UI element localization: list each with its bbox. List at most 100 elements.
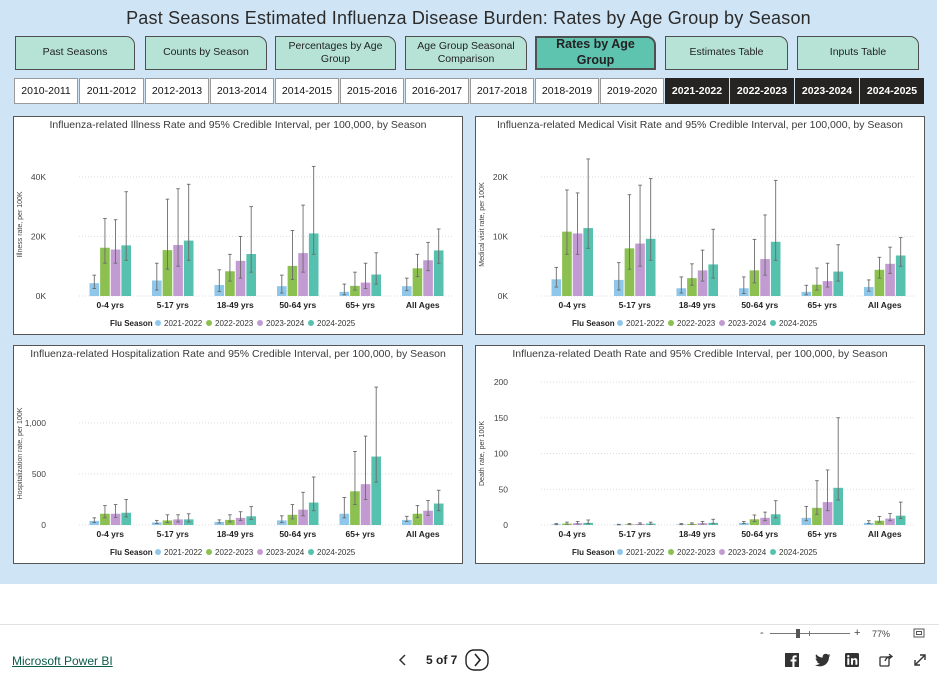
season-button-2015-2016[interactable]: 2015-2016 [340,78,404,104]
bar [583,228,593,296]
bar [645,238,656,296]
legend-label: 2023-2024 [266,548,305,557]
legend-title: Flu Season [110,319,153,328]
season-button-2024-2025[interactable]: 2024-2025 [860,78,924,104]
y-tick-label: 0K [36,291,47,301]
legend-marker [257,549,263,555]
chevron-left-icon[interactable] [398,654,408,666]
bar [214,521,225,525]
zoom-slider-track[interactable] [770,633,850,634]
zoom-out-button[interactable]: - [760,627,764,639]
zoom-slider-midmark [809,631,810,636]
legend-label: 2024-2025 [317,548,356,557]
x-tick-label: All Ages [868,529,902,539]
season-button-2012-2013[interactable]: 2012-2013 [145,78,209,104]
legend-label: 2023-2024 [728,548,767,557]
share-icon[interactable] [879,653,894,667]
facebook-icon[interactable] [785,653,799,667]
bar [110,249,121,296]
legend-marker [719,320,725,326]
legend-marker [206,549,212,555]
legend-marker [155,320,161,326]
bar [308,502,319,525]
bar [287,514,298,525]
season-button-2016-2017[interactable]: 2016-2017 [405,78,469,104]
death-rate-chart-panel: Influenza-related Death Rate and 95% Cre… [475,345,925,564]
season-button-2023-2024[interactable]: 2023-2024 [795,78,859,104]
season-button-2013-2014[interactable]: 2013-2014 [210,78,274,104]
bar [770,514,781,525]
twitter-icon[interactable] [815,653,831,667]
x-tick-label: 50-64 yrs [279,300,316,310]
bar [760,517,770,525]
bar [298,253,308,296]
season-button-2022-2023[interactable]: 2022-2023 [730,78,794,104]
hospitalization-rate-chart: Influenza-related Hospitalization Rate a… [17,348,454,557]
tab-age-group-seasonal-comparison[interactable]: Age Group Seasonal Comparison [405,36,527,70]
bar [822,281,833,296]
bar [635,243,645,296]
legend-marker [770,320,776,326]
season-button-2011-2012[interactable]: 2011-2012 [79,78,144,104]
bar [100,247,110,296]
tab-percentages-by-age-group[interactable]: Percentages by Age Group [275,36,396,70]
legend-label: 2024-2025 [779,548,818,557]
y-tick-label: 0 [41,520,46,530]
bar [225,271,235,296]
bar [697,270,708,296]
linkedin-icon[interactable] [845,653,859,667]
fit-page-icon[interactable] [913,628,925,638]
bar [371,274,381,296]
season-button-2018-2019[interactable]: 2018-2019 [535,78,599,104]
legend-label: 2021-2022 [164,319,203,328]
season-button-2017-2018[interactable]: 2017-2018 [470,78,534,104]
season-button-2014-2015[interactable]: 2014-2015 [275,78,339,104]
season-button-2019-2020[interactable]: 2019-2020 [600,78,664,104]
legend-label: 2022-2023 [215,548,254,557]
tab-inputs-table[interactable]: Inputs Table [797,36,919,70]
fullscreen-icon[interactable] [913,653,927,667]
x-tick-label: 18-49 yrs [217,529,254,539]
bar [339,513,350,525]
legend-label: 2022-2023 [677,319,716,328]
zoom-in-button[interactable]: + [854,627,861,639]
bar [110,513,121,525]
illness-rate-chart-panel: Influenza-related Illness Rate and 95% C… [13,116,463,335]
x-tick-label: 65+ yrs [807,529,837,539]
death-rate-chart: Influenza-related Death Rate and 95% Cre… [479,348,916,557]
bar [350,491,360,525]
powerbi-link[interactable]: Microsoft Power BI [12,654,113,668]
legend-label: 2021-2022 [626,319,665,328]
x-tick-label: 18-49 yrs [679,300,716,310]
tab-past-seasons[interactable]: Past Seasons [15,36,135,70]
y-tick-label: 40K [31,172,46,182]
tab-counts-by-season[interactable]: Counts by Season [145,36,267,70]
y-tick-label: 1,000 [25,418,47,428]
bar [833,271,843,296]
bar [770,241,781,296]
bar [895,255,906,296]
bar [287,265,298,296]
chevron-right-icon[interactable] [465,649,489,671]
y-axis-title: Hospitalization rate, per 100K [17,407,24,499]
bar [308,233,319,296]
tab-estimates-table[interactable]: Estimates Table [665,36,788,70]
tab-rates-by-age-group[interactable]: Rates by Age Group [535,36,656,70]
zoom-level-label: 77% [872,629,891,639]
bar [183,240,194,296]
legend-marker [617,320,623,326]
season-button-2010-2011[interactable]: 2010-2011 [14,78,78,104]
bar [433,503,444,525]
season-button-2021-2022[interactable]: 2021-2022 [665,78,729,104]
bar [833,487,843,525]
legend-title: Flu Season [572,319,615,328]
x-tick-label: 5-17 yrs [157,529,189,539]
zoom-slider-handle[interactable] [796,629,800,638]
bar [100,513,110,525]
legend-label: 2023-2024 [728,319,767,328]
bar [225,519,235,525]
chart-title: Influenza-related Medical Visit Rate and… [497,119,903,131]
bar [360,282,371,296]
legend-marker [155,549,161,555]
bar [173,245,183,296]
